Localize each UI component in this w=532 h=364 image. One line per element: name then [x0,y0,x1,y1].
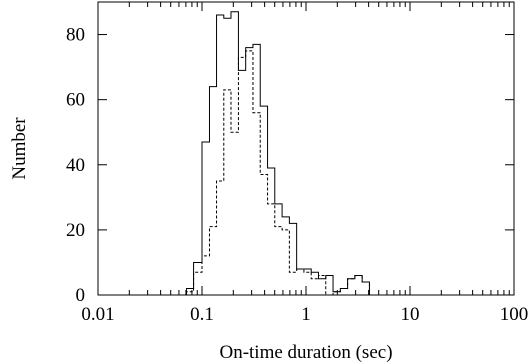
x-axis-label: On-time duration (sec) [219,342,392,363]
x-tick-label: 100 [500,304,529,325]
x-tick-label: 1 [301,304,311,325]
y-axis-label: Number [9,117,30,180]
series-layer [98,11,514,296]
y-tick-label: 60 [66,90,85,111]
x-tick-label: 0.1 [190,304,214,325]
x-tick-label: 0.01 [81,304,114,325]
x-tick-label: 10 [401,304,420,325]
plot-frame [97,1,515,296]
histogram-series-solid [98,11,514,296]
histogram-series-dashed [98,50,514,296]
y-tick-label: 0 [76,285,86,306]
y-tick-label: 40 [66,155,85,176]
y-tick-label: 20 [66,220,85,241]
ticks-layer: 0.01 0.1 1 10 100 0 20 40 60 80 [66,2,528,325]
y-tick-label: 80 [66,25,85,46]
